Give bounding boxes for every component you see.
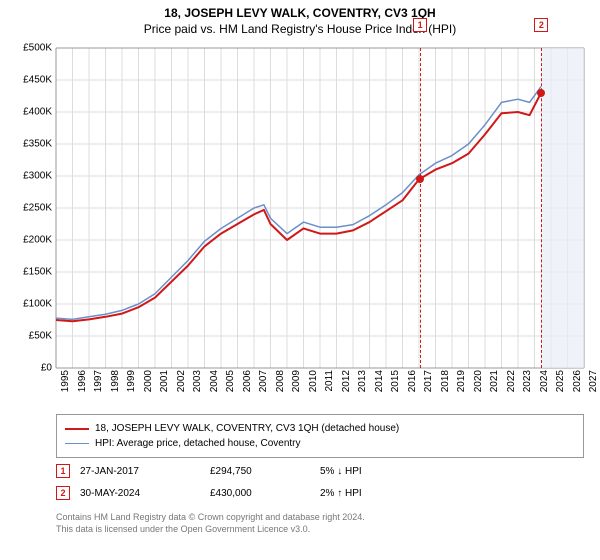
marker-delta: 5% ↓ HPI (320, 466, 410, 477)
x-tick-label: 2008 (275, 370, 286, 392)
marker-point (537, 89, 545, 97)
chart-subtitle: Price paid vs. HM Land Registry's House … (0, 20, 600, 36)
plot-area: 12 (56, 48, 584, 368)
x-tick-label: 1999 (126, 370, 137, 392)
y-tick-label: £0 (41, 363, 52, 374)
marker-price: £294,750 (210, 466, 310, 477)
marker-delta: 2% ↑ HPI (320, 488, 410, 499)
x-tick-label: 2011 (324, 370, 335, 392)
marker-badge: 2 (56, 486, 70, 500)
y-axis: £0£50K£100K£150K£200K£250K£300K£350K£400… (0, 48, 56, 368)
x-tick-label: 2019 (456, 370, 467, 392)
x-axis: 1995 1996 1997 1998 1999 2000 2001 2002 2003 2004… (56, 368, 584, 408)
y-tick-label: £300K (23, 171, 52, 182)
marker-vline (420, 48, 421, 368)
marker-label: 1 (413, 18, 427, 32)
y-tick-label: £400K (23, 107, 52, 118)
x-tick-label: 2027 (588, 370, 599, 392)
x-tick-label: 2018 (440, 370, 451, 392)
y-tick-label: £100K (23, 299, 52, 310)
x-tick-label: 2001 (159, 370, 170, 392)
x-tick-label: 2026 (572, 370, 583, 392)
future-shade-band (541, 48, 584, 368)
x-tick-label: 2023 (522, 370, 533, 392)
x-tick-label: 1996 (77, 370, 88, 392)
chart-svg (56, 48, 584, 368)
x-tick-label: 2022 (506, 370, 517, 392)
footnote-line: This data is licensed under the Open Gov… (56, 524, 584, 536)
x-tick-label: 2020 (473, 370, 484, 392)
x-tick-label: 2005 (225, 370, 236, 392)
x-tick-label: 1997 (93, 370, 104, 392)
marker-price: £430,000 (210, 488, 310, 499)
legend-swatch (65, 428, 89, 430)
x-tick-label: 1995 (60, 370, 71, 392)
marker-date: 30-MAY-2024 (80, 488, 200, 499)
footnote-line: Contains HM Land Registry data © Crown c… (56, 512, 584, 524)
x-tick-label: 2010 (308, 370, 319, 392)
x-tick-label: 1998 (110, 370, 121, 392)
y-tick-label: £350K (23, 139, 52, 150)
legend-item: 18, JOSEPH LEVY WALK, COVENTRY, CV3 1QH … (65, 421, 575, 436)
legend-swatch (65, 443, 89, 444)
footnote: Contains HM Land Registry data © Crown c… (56, 512, 584, 535)
legend-item: HPI: Average price, detached house, Cove… (65, 436, 575, 451)
x-tick-label: 2006 (242, 370, 253, 392)
x-tick-label: 2012 (341, 370, 352, 392)
marker-point (416, 175, 424, 183)
x-tick-label: 2007 (258, 370, 269, 392)
x-tick-label: 2016 (407, 370, 418, 392)
marker-table: 1 27-JAN-2017 £294,750 5% ↓ HPI 2 30-MAY-2024… (56, 460, 584, 504)
marker-table-row: 1 27-JAN-2017 £294,750 5% ↓ HPI (56, 460, 584, 482)
x-tick-label: 2003 (192, 370, 203, 392)
x-tick-label: 2013 (357, 370, 368, 392)
x-tick-label: 2014 (374, 370, 385, 392)
y-tick-label: £250K (23, 203, 52, 214)
x-tick-label: 2009 (291, 370, 302, 392)
x-tick-label: 2015 (390, 370, 401, 392)
y-tick-label: £150K (23, 267, 52, 278)
x-tick-label: 2000 (143, 370, 154, 392)
y-tick-label: £200K (23, 235, 52, 246)
y-tick-label: £500K (23, 43, 52, 54)
legend: 18, JOSEPH LEVY WALK, COVENTRY, CV3 1QH … (56, 414, 584, 458)
marker-date: 27-JAN-2017 (80, 466, 200, 477)
x-tick-label: 2024 (539, 370, 550, 392)
marker-table-row: 2 30-MAY-2024 £430,000 2% ↑ HPI (56, 482, 584, 504)
chart-title: 18, JOSEPH LEVY WALK, COVENTRY, CV3 1QH (0, 0, 600, 20)
legend-label: 18, JOSEPH LEVY WALK, COVENTRY, CV3 1QH … (95, 421, 399, 436)
y-tick-label: £450K (23, 75, 52, 86)
x-tick-label: 2002 (176, 370, 187, 392)
x-tick-label: 2017 (423, 370, 434, 392)
marker-badge: 1 (56, 464, 70, 478)
x-tick-label: 2021 (489, 370, 500, 392)
legend-label: HPI: Average price, detached house, Cove… (95, 436, 301, 451)
y-tick-label: £50K (29, 331, 52, 342)
x-tick-label: 2004 (209, 370, 220, 392)
marker-label: 2 (534, 18, 548, 32)
x-tick-label: 2025 (555, 370, 566, 392)
